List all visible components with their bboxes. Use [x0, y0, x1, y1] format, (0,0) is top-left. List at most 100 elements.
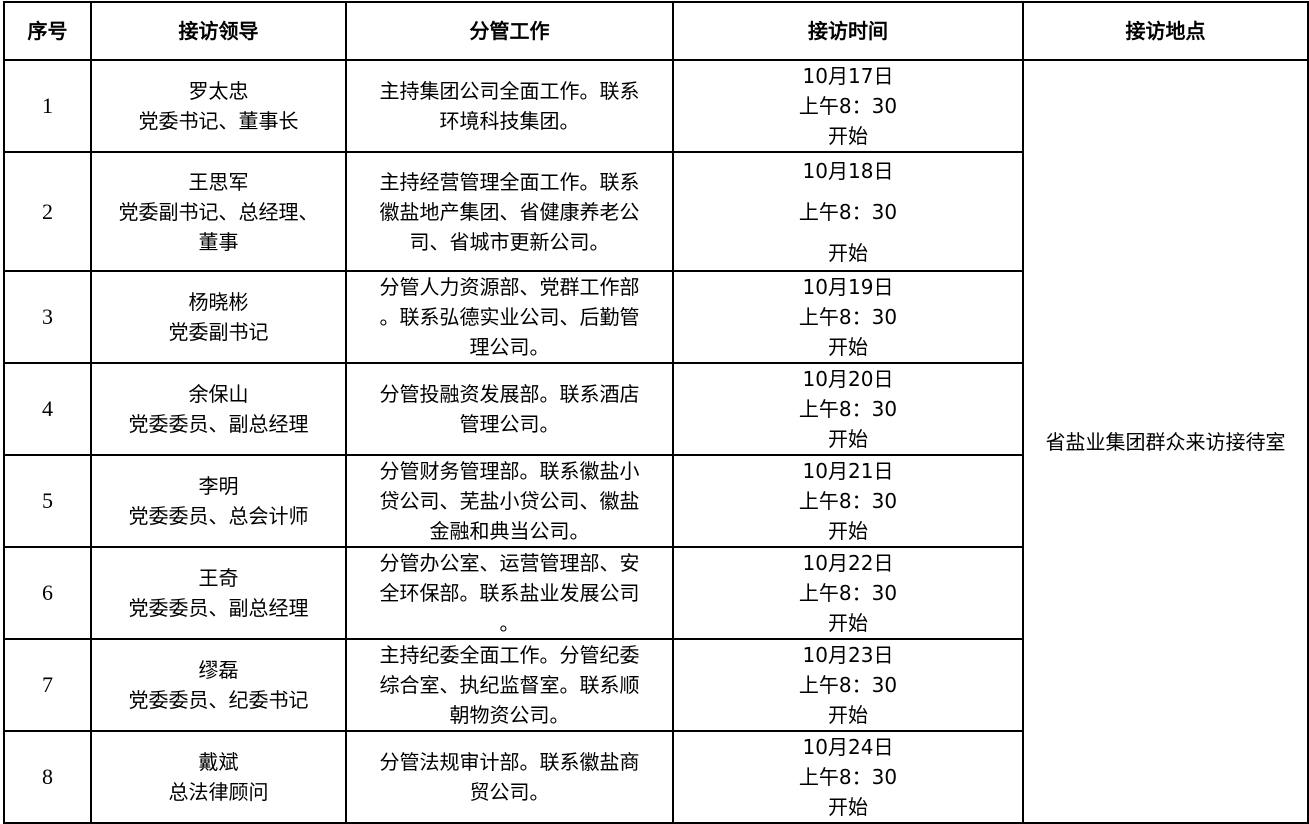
work-cell-line: 分管财务管理部。联系徽盐小: [379, 459, 640, 483]
work-cell-line: 理公司。: [469, 335, 550, 359]
time-cell-line: 上午8：30: [798, 673, 898, 697]
time-cell: 10月18日 上午8：30 开始: [672, 151, 1024, 272]
work-cell-line: 全环保部。联系盐业发展公司: [379, 581, 640, 605]
leader-cell-line: 党委副书记: [168, 320, 269, 344]
work-cell-line: 司、省城市更新公司。: [409, 229, 610, 254]
leader-cell-line: 总法律顾问: [168, 780, 269, 804]
header-row: 序号 接访领导 分管工作 接访时间 接访地点: [3, 1, 1309, 61]
leader-cell-line: 王思军: [188, 169, 249, 194]
time-cell-line: 上午8：30: [798, 765, 898, 789]
leader-cell: 罗太忠 党委书记、董事长: [90, 59, 347, 153]
leader-cell-line: 董事: [198, 229, 239, 254]
leader-cell-line: 罗太忠: [188, 79, 249, 103]
work-cell-line: 主持经营管理全面工作。联系: [379, 169, 640, 194]
work-cell-line: 。联系弘德实业公司、后勤管: [379, 305, 640, 329]
time-cell: 10月19日 上午8：30 开始: [672, 270, 1024, 364]
time-cell-line: 10月19日: [802, 275, 894, 299]
time-cell-line: 开始: [828, 427, 868, 451]
row-number: 3: [3, 270, 92, 364]
time-cell-line: 开始: [828, 124, 868, 148]
work-cell-line: 综合室、执纪监督室。联系顺: [379, 673, 640, 697]
time-cell-line: 上午8：30: [798, 581, 898, 605]
time-cell-line: 10月22日: [802, 551, 894, 575]
work-cell-line: 管理公司。: [459, 412, 560, 436]
row-number: 5: [3, 454, 92, 548]
work-cell-line: 徽盐地产集团、省健康养老公: [379, 199, 640, 224]
time-cell-line: 开始: [828, 611, 868, 635]
time-cell-line: 10月18日: [802, 158, 894, 183]
row-number: 4: [3, 362, 92, 456]
leader-cell: 李明 党委委员、总会计师: [90, 454, 347, 548]
row-number: 7: [3, 638, 92, 732]
leader-cell-line: 党委委员、副总经理: [128, 412, 309, 436]
leader-cell: 戴斌 总法律顾问: [90, 730, 347, 824]
work-cell-line: 。: [499, 611, 520, 635]
time-cell: 10月23日 上午8：30 开始: [672, 638, 1024, 732]
work-cell: 分管投融资发展部。联系酒店 管理公司。: [345, 362, 674, 456]
table-row: 6 王奇 党委委员、副总经理 分管办公室、运营管理部、安 全环保部。联系盐业发展公司。 1…: [3, 546, 1308, 640]
work-cell-line: 贸公司。: [469, 780, 550, 804]
reception-schedule-table: 序号 接访领导 分管工作 接访时间 接访地点 1 罗太忠 党委书记、董事长 主持集团公…: [3, 1, 1309, 824]
work-cell: 分管人力资源部、党群工作部 。联系弘德实业公司、后勤管 理公司。: [345, 270, 674, 364]
leader-cell-line: 戴斌: [198, 750, 239, 774]
table-row: 1 罗太忠 党委书记、董事长 主持集团公司全面工作。联系 环境科技集团。 10月17日 上午…: [3, 59, 1309, 824]
work-cell-line: 环境科技集团。: [439, 109, 580, 133]
time-cell: 10月17日 上午8：30 开始: [672, 59, 1024, 153]
leader-cell-line: 党委副书记、总经理、: [118, 199, 319, 224]
leader-cell: 杨晓彬 党委副书记: [90, 270, 347, 364]
work-cell-line: 主持集团公司全面工作。联系: [379, 79, 640, 103]
time-cell-line: 开始: [828, 703, 868, 727]
time-cell-line: 10月23日: [802, 643, 894, 667]
header-time: 接访时间: [672, 1, 1024, 61]
work-cell-line: 主持纪委全面工作。分管纪委: [379, 643, 640, 667]
table-row: 5 李明 党委委员、总会计师 分管财务管理部。联系徽盐小 贷公司、芜盐小贷公司、徽盐 金融…: [3, 454, 1308, 548]
work-cell-line: 分管人力资源部、党群工作部: [379, 275, 640, 299]
row-number: 1: [3, 59, 92, 153]
table-row: 8 戴斌 总法律顾问 分管法规审计部。联系徽盐商 贸公司。 10月24日 上午8：30 开始: [3, 730, 1308, 824]
work-cell: 主持纪委全面工作。分管纪委 综合室、执纪监督室。联系顺 朝物资公司。: [345, 638, 674, 732]
work-cell: 主持经营管理全面工作。联系 徽盐地产集团、省健康养老公 司、省城市更新公司。: [345, 151, 674, 272]
work-cell-line: 金融和典当公司。: [429, 519, 590, 543]
time-cell-line: 10月21日: [802, 459, 894, 483]
leader-cell-line: 党委委员、纪委书记: [128, 688, 309, 712]
work-cell-line: 分管投融资发展部。联系酒店: [379, 382, 640, 406]
leader-cell-line: 缪磊: [198, 658, 239, 682]
work-cell-line: 朝物资公司。: [449, 703, 570, 727]
time-cell-line: 10月24日: [802, 735, 894, 759]
leader-cell-line: 党委委员、总会计师: [128, 504, 309, 528]
work-cell-line: 分管法规审计部。联系徽盐商: [379, 750, 640, 774]
time-cell-line: 10月17日: [802, 64, 894, 88]
work-cell: 分管法规审计部。联系徽盐商 贸公司。: [345, 730, 674, 824]
time-cell: 10月24日 上午8：30 开始: [672, 730, 1024, 824]
leader-cell-line: 杨晓彬: [188, 290, 249, 314]
time-cell: 10月22日 上午8：30 开始: [672, 546, 1024, 640]
work-cell: 主持集团公司全面工作。联系 环境科技集团。: [345, 59, 674, 153]
time-cell-line: 开始: [828, 519, 868, 543]
leader-cell: 余保山党委委员、副总经理: [90, 362, 347, 456]
table-row: 3 杨晓彬 党委副书记 分管人力资源部、党群工作部 。联系弘德实业公司、后勤管 理公司。 1…: [3, 270, 1308, 364]
leader-cell-line: 党委委员、副总经理: [128, 596, 309, 620]
time-cell-line: 上午8：30: [798, 397, 898, 421]
time-cell-line: 10月20日: [802, 367, 894, 391]
work-cell: 分管财务管理部。联系徽盐小 贷公司、芜盐小贷公司、徽盐 金融和典当公司。: [345, 454, 674, 548]
time-cell-line: 开始: [828, 795, 868, 819]
leader-cell-line: 余保山: [188, 382, 249, 406]
time-cell: 10月20日 上午8：30 开始: [672, 362, 1024, 456]
time-cell-line: 开始: [828, 335, 868, 359]
location-cell: 省盐业集团群众来访接待室: [1022, 59, 1309, 824]
header-leader: 接访领导: [90, 1, 347, 61]
time-cell-line: 开始: [828, 240, 868, 265]
table-row: 4 余保山 党委委员、副总经理 分管投融资发展部。联系酒店 管理公司。 10月20日 上午8…: [3, 362, 1308, 456]
time-cell-line: 上午8：30: [798, 489, 898, 513]
header-no: 序号: [3, 1, 92, 61]
table-row: 2 王思军 党委副书记、总经理、 董事 主持经营管理全面工作。联系 徽盐地产集团、省健康养…: [3, 151, 1308, 272]
work-cell-line: 分管办公室、运营管理部、安: [379, 551, 640, 575]
time-cell: 10月21日 上午8：30 开始: [672, 454, 1024, 548]
leader-cell: 缪磊党委委员、纪委书记: [90, 638, 347, 732]
header-location: 接访地点: [1022, 1, 1309, 61]
leader-cell: 王思军党委副书记、总经理、 董事: [90, 151, 347, 272]
time-cell-line: 上午8：30: [798, 199, 898, 224]
row-number: 6: [3, 546, 92, 640]
header-work: 分管工作: [345, 1, 674, 61]
leader-cell: 王奇 党委委员、副总经理: [90, 546, 347, 640]
